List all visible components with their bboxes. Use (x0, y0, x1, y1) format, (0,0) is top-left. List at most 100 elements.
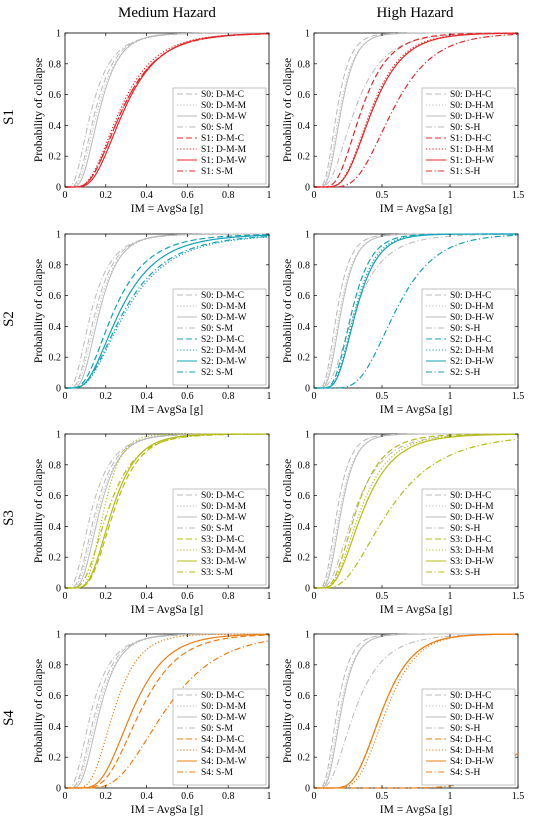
legend-entry: S0: D-M-M (201, 302, 247, 312)
legend-entry: S2: S-H (450, 368, 480, 378)
x-tick-label: 0 (63, 190, 68, 201)
y-tick-label: 0.2 (298, 353, 311, 364)
legend-entry: S0: S-M (201, 324, 233, 334)
legend-entry: S0: D-M-W (201, 313, 247, 323)
y-tick-label: 0.2 (298, 753, 311, 764)
legend-entry: S4: S-H (450, 768, 480, 778)
x-tick-label: 0.4 (140, 791, 153, 802)
x-axis-label: IM = AvgSa [g] (131, 804, 203, 816)
x-axis-label: IM = AvgSa [g] (131, 604, 203, 616)
y-tick-label: 0 (56, 584, 61, 595)
legend-entry: S1: D-H-W (450, 156, 494, 166)
legend-entry: S0: S-H (450, 524, 480, 534)
series-line-s2-d-m-m (65, 236, 270, 389)
x-tick-label: 0.6 (181, 591, 194, 602)
x-tick-label: 1 (448, 190, 453, 201)
y-axis-label: Probability of collapse (282, 459, 294, 563)
legend-entry: S4: D-H-C (450, 735, 491, 745)
series-line-s4-d-m-w (65, 633, 270, 789)
x-tick-label: 0 (312, 190, 317, 201)
legend-entry: S4: D-H-M (450, 746, 494, 756)
y-tick-label: 0.2 (49, 353, 62, 364)
legend-box (172, 688, 267, 786)
series-line-s0-s-h (314, 233, 519, 389)
x-axis-label: IM = AvgSa [g] (380, 404, 452, 416)
y-tick-label: 0.8 (49, 660, 62, 671)
series-line-s2-d-h-w (314, 233, 518, 389)
x-tick-label: 1.5 (512, 391, 525, 402)
series-line-s4-d-m-m (65, 633, 269, 789)
y-axis-label: Probability of collapse (33, 459, 45, 563)
legend-entry: S0: S-H (450, 324, 480, 334)
x-tick-label: 0 (312, 391, 317, 402)
legend-entry: S0: D-H-M (450, 101, 494, 111)
row-label-s4: S4 (1, 710, 17, 726)
y-tick-label: 0.8 (49, 460, 62, 471)
legend: S0: D-M-CS0: D-M-MS0: D-M-WS0: S-MS3: D-… (172, 488, 267, 586)
row-label-s2: S2 (1, 311, 17, 327)
y-tick-label: 0.8 (298, 460, 311, 471)
x-tick-label: 1 (267, 791, 272, 802)
legend-entry: S0: S-H (450, 724, 480, 734)
legend: S0: D-H-CS0: D-H-MS0: D-H-WS0: S-HS3: D-… (421, 488, 516, 586)
legend: S0: D-M-CS0: D-M-MS0: D-M-WS0: S-MS2: D-… (172, 288, 267, 386)
series-line-s2-s-h (314, 234, 519, 389)
y-tick-label: 0.4 (298, 322, 311, 333)
series-line-s1-d-h-c (314, 32, 519, 188)
y-axis-label: Probability of collapse (282, 659, 294, 763)
y-tick-label: 0 (305, 784, 310, 795)
legend-entry: S2: D-M-W (201, 357, 247, 367)
y-tick-label: 0.6 (298, 291, 311, 302)
chart-s3-medium-hazard: 0 0.2 0.4 0.6 0.8 1 0 0.2 0.4 0.6 0.8 1 IM = AvgSa [… (33, 430, 272, 617)
chart-s3-high-hazard: 0 0.5 1 1.5 0 0.2 0.4 0.6 0.8 1 IM = AvgSa [g] Prob… (282, 430, 524, 617)
legend-entry: S0: D-H-W (450, 313, 494, 323)
legend-entry: S3: D-H-C (450, 535, 491, 545)
legend-entry: S3: S-H (450, 568, 480, 578)
x-tick-label: 1 (448, 591, 453, 602)
legend-entry: S0: S-M (201, 123, 233, 133)
y-tick-label: 0.6 (298, 491, 311, 502)
legend-entry: S0: D-H-M (450, 702, 494, 712)
y-tick-label: 0.8 (298, 260, 311, 271)
chart-panels: 0 0.2 0.4 0.6 0.8 1 0 0.2 0.4 0.6 0.8 1 IM = AvgSa [… (33, 29, 524, 817)
x-tick-label: 1.5 (512, 791, 525, 802)
legend-box (172, 87, 267, 185)
legend-box (421, 87, 516, 185)
legend-entry: S3: D-M-C (201, 535, 244, 545)
x-tick-label: 1.5 (512, 591, 525, 602)
legend-entry: S4: S-M (201, 768, 233, 778)
x-tick-label: 0.5 (376, 190, 389, 201)
x-tick-label: 0 (63, 591, 68, 602)
legend-entry: S3: D-M-M (201, 546, 247, 556)
y-tick-label: 0.6 (298, 90, 311, 101)
column-title-high-hazard: High Hazard (376, 5, 454, 21)
y-tick-label: 1 (305, 430, 310, 441)
legend-entry: S0: D-M-W (201, 112, 247, 122)
y-tick-label: 1 (56, 230, 61, 241)
series-line-s4-s-m (65, 640, 270, 789)
legend: S0: D-M-CS0: D-M-MS0: D-M-WS0: S-MS1: D-… (172, 87, 267, 185)
series-line-s3-s-h (314, 438, 519, 589)
y-tick-label: 0.8 (49, 59, 62, 70)
legend-entry: S2: S-M (201, 368, 233, 378)
legend-entry: S0: S-M (201, 524, 233, 534)
legend-entry: S3: S-M (201, 568, 233, 578)
chart-s4-high-hazard: 0 0.5 1 1.5 0 0.2 0.4 0.6 0.8 1 IM = AvgSa [g] Prob… (282, 630, 524, 817)
legend-entry: S4: D-M-C (201, 735, 244, 745)
x-axis-label: IM = AvgSa [g] (380, 203, 452, 215)
x-axis-label: IM = AvgSa [g] (380, 604, 452, 616)
legend-entry: S0: D-H-W (450, 713, 494, 723)
x-tick-label: 1 (267, 591, 272, 602)
x-tick-label: 0.8 (222, 591, 235, 602)
legend-entry: S1: S-H (450, 167, 480, 177)
series-line-s0-s-m (65, 233, 269, 389)
y-tick-label: 0 (56, 384, 61, 395)
series-line-s3-d-h-w (314, 433, 519, 589)
legend-entry: S3: D-H-W (450, 557, 494, 567)
x-axis-label: IM = AvgSa [g] (131, 203, 203, 215)
legend-entry: S0: D-H-M (450, 502, 494, 512)
legend-entry: S0: D-H-W (450, 112, 494, 122)
x-tick-label: 0.8 (222, 190, 235, 201)
legend-entry: S4: D-M-W (201, 757, 247, 767)
y-tick-label: 0.4 (298, 722, 311, 733)
